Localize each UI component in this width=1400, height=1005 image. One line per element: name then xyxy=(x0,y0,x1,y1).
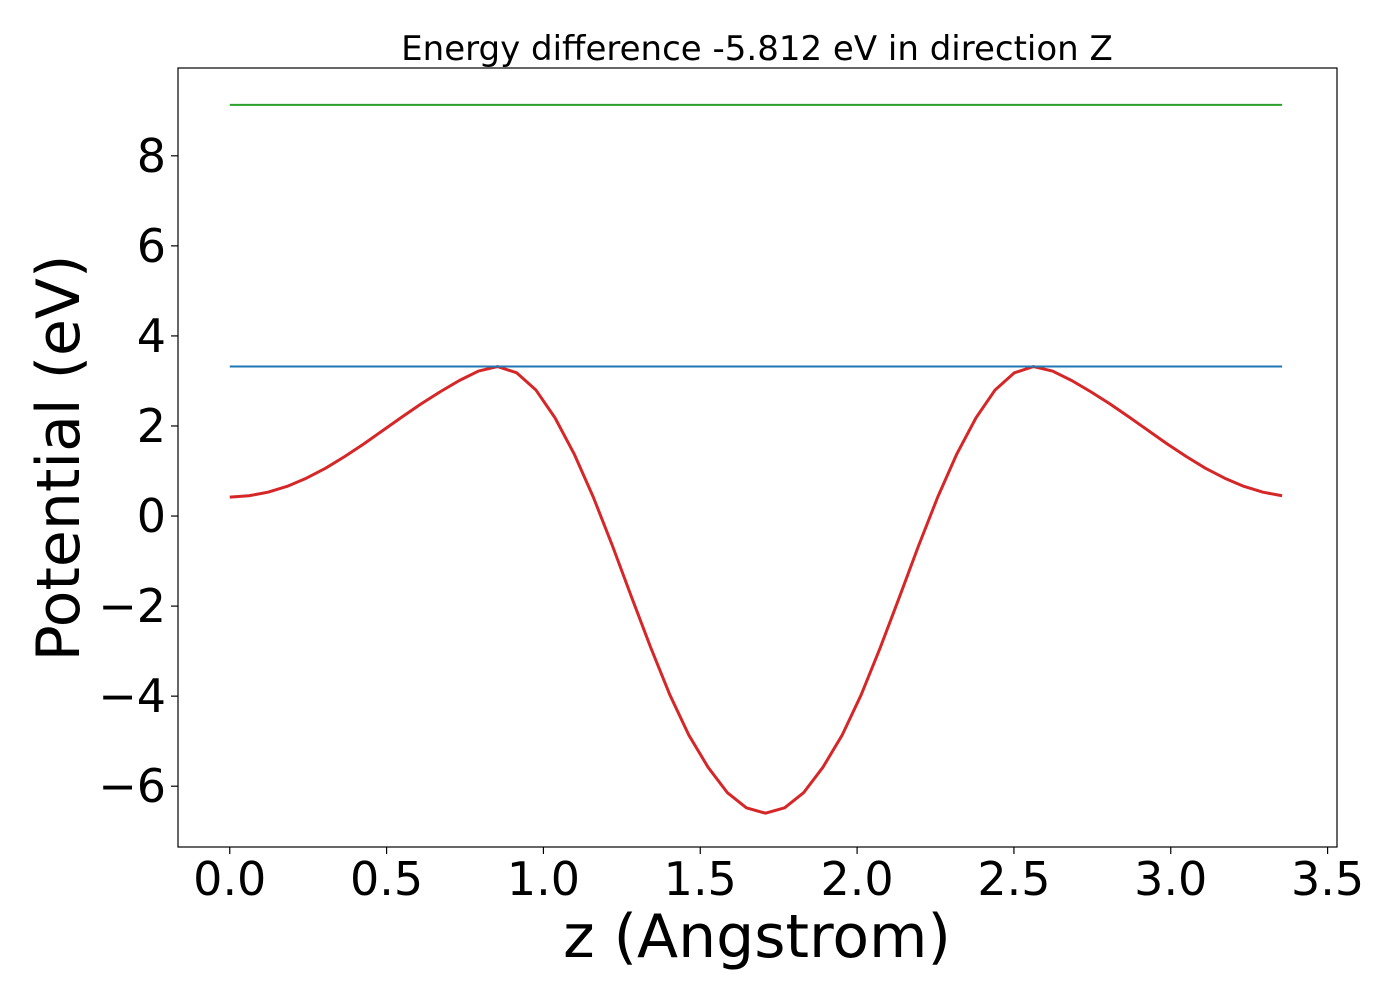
y-tick-label: 8 xyxy=(137,129,166,183)
x-tick-label: 2.0 xyxy=(821,852,894,906)
x-axis: 0.0 0.5 1.0 1.5 2.0 2.5 3.0 3.5 xyxy=(193,847,1364,906)
y-tick-label: −6 xyxy=(98,759,166,813)
series-layer xyxy=(229,103,1283,815)
x-axis-label: z (Angstrom) xyxy=(563,902,951,972)
chart-title: Energy difference -5.812 eV in direction… xyxy=(401,29,1113,69)
y-tick-label: 2 xyxy=(137,399,166,453)
y-tick-label: 6 xyxy=(137,219,166,273)
x-tick-label: 0.5 xyxy=(350,852,423,906)
x-tick-label: 1.0 xyxy=(507,852,580,906)
series-line-1 xyxy=(229,365,1283,815)
y-axis: −6 −4 −2 0 2 4 6 8 xyxy=(98,129,178,813)
y-axis-label: Potential (eV) xyxy=(24,255,94,662)
y-tick-label: 0 xyxy=(137,489,166,543)
x-tick-label: 1.5 xyxy=(664,852,737,906)
x-tick-label: 2.5 xyxy=(977,852,1050,906)
x-tick-label: 3.0 xyxy=(1134,852,1207,906)
y-tick-label: −2 xyxy=(98,579,166,633)
y-tick-label: −4 xyxy=(98,669,166,723)
x-tick-label: 0.0 xyxy=(193,852,266,906)
x-tick-label: 3.5 xyxy=(1291,852,1364,906)
plot-frame xyxy=(177,67,1338,848)
y-tick-label: 4 xyxy=(137,309,166,363)
